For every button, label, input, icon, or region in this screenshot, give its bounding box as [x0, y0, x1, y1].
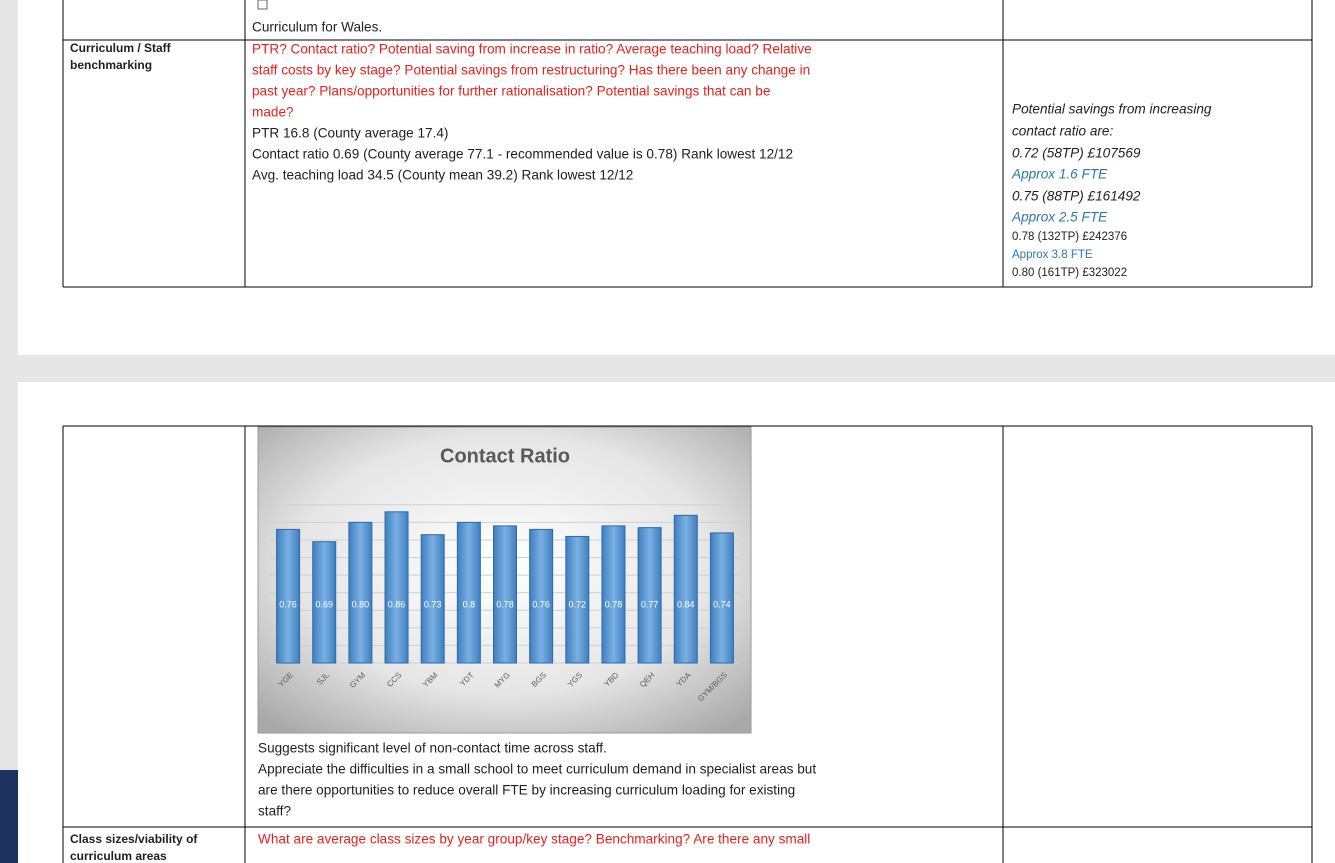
data-label: 0.84: [677, 599, 695, 609]
bar: [493, 525, 517, 664]
row-heading: benchmarking: [70, 58, 152, 72]
question-line: staff costs by key stage? Potential savi…: [252, 63, 810, 78]
data-label: 0.72: [569, 599, 587, 609]
finding-line: staff?: [258, 804, 291, 819]
bar: [673, 514, 698, 664]
cell-text: Curriculum for Wales.: [252, 20, 382, 35]
finding-line: Appreciate the difficulties in a small s…: [258, 762, 816, 777]
bar: [637, 527, 662, 664]
data-label: 0.73: [424, 599, 442, 609]
bar: [420, 534, 445, 664]
bar: [276, 528, 301, 664]
finding-line: Avg. teaching load 34.5 (County mean 39.…: [252, 168, 633, 183]
data-label: 0.76: [532, 599, 550, 609]
bar: [312, 541, 337, 664]
bar: [348, 521, 373, 664]
data-label: 0.69: [315, 599, 333, 609]
note-line: Potential savings from increasing: [1012, 102, 1212, 117]
bar: [384, 511, 409, 664]
data-label: 0.78: [496, 599, 514, 609]
anchor-box: [257, 0, 268, 10]
question-line: PTR? Contact ratio? Potential saving fro…: [252, 42, 812, 57]
data-label: 0.77: [641, 599, 659, 609]
data-label: 0.76: [279, 599, 297, 609]
data-label: 0.8: [463, 599, 476, 609]
data-label: 0.74: [713, 599, 731, 609]
note-line: Approx 3.8 FTE: [1012, 249, 1093, 261]
note-line: Approx 2.5 FTE: [1011, 210, 1108, 225]
note-line: 0.78 (132TP) £242376: [1012, 231, 1127, 243]
data-label: 0.78: [605, 599, 623, 609]
side-bar: [0, 770, 18, 863]
page-sheet: [18, 0, 1335, 355]
row-heading: Curriculum / Staff: [70, 41, 172, 55]
note-line: 0.72 (58TP) £107569: [1012, 146, 1141, 161]
row-heading: curriculum areas: [70, 849, 167, 863]
note-line: Approx 1.6 FTE: [1011, 167, 1108, 182]
row-heading: Class sizes/viability of: [70, 832, 198, 846]
bar: [456, 521, 481, 664]
table-lines: [62, 0, 1313, 863]
question-line: What are average class sizes by year gro…: [258, 832, 810, 847]
question-line: made?: [252, 105, 294, 120]
question-line: past year? Plans/opportunities for furth…: [252, 84, 770, 99]
note-line: 0.80 (161TP) £323022: [1012, 267, 1127, 279]
finding-line: Suggests significant level of non-contac…: [258, 741, 607, 756]
bar: [565, 535, 590, 664]
data-label: 0.86: [388, 599, 406, 609]
data-label: 0.80: [352, 599, 370, 609]
bar: [529, 528, 554, 664]
note-line: contact ratio are:: [1012, 124, 1113, 139]
finding-line: are there opportunities to reduce overal…: [258, 783, 795, 798]
chart-title: Contact Ratio: [440, 445, 570, 467]
finding-line: PTR 16.8 (County average 17.4): [252, 126, 448, 141]
bar: [709, 532, 734, 664]
bar: [601, 525, 626, 664]
note-line: 0.75 (88TP) £161492: [1012, 189, 1141, 204]
finding-line: Contact ratio 0.69 (County average 77.1 …: [252, 147, 793, 162]
